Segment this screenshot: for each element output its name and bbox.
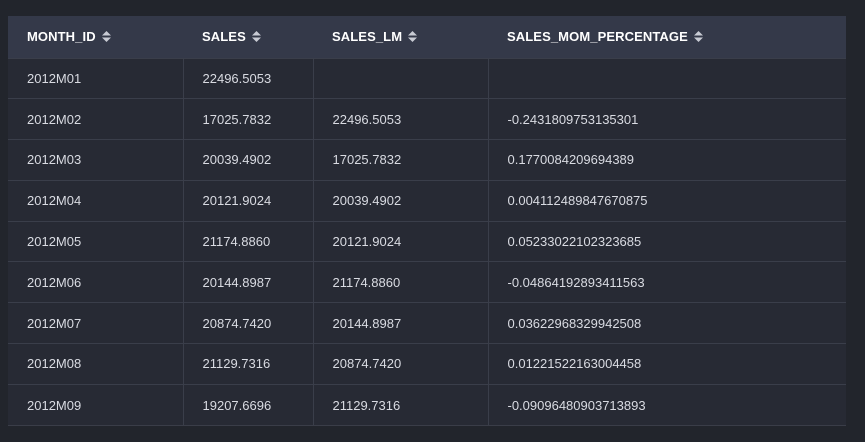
cell-sales-mom-percentage: 0.1770084209694389 [488,139,846,181]
cell-month-id: 2012M03 [8,139,184,181]
cell-sales-lm: 20039.4902 [313,179,489,222]
cell-month-id: 2012M08 [8,343,184,385]
cell-month-id: 2012M05 [8,220,184,262]
cell-month-id: 2012M01 [8,57,184,99]
cell-sales-mom-percentage: 0.03622968329942508 [488,302,846,344]
sort-updown-icon[interactable] [408,31,418,43]
data-table-container: MONTH_ID SALES SALES_LM SALES_MOM_PERCEN… [8,16,846,426]
cell-month-id: 2012M07 [8,302,184,344]
cell-sales-mom-percentage [488,57,846,99]
cell-sales: 20121.9024 [183,179,314,222]
table-row: 2012M01 22496.5053 [8,57,846,99]
cell-sales-lm: 20874.7420 [313,343,489,385]
cell-month-id: 2012M09 [8,383,184,426]
cell-sales-mom-percentage: -0.04864192893411563 [488,261,846,303]
cell-sales: 22496.5053 [183,57,314,99]
table-header-row: MONTH_ID SALES SALES_LM SALES_MOM_PERCEN… [8,16,846,58]
column-header-label: SALES_MOM_PERCENTAGE [507,29,688,45]
column-header-month-id[interactable]: MONTH_ID [8,16,183,58]
cell-sales-mom-percentage: -0.09096480903713893 [488,383,846,426]
cell-sales-lm [313,57,489,99]
cell-sales: 21129.7316 [183,343,314,385]
table-row: 2012M02 17025.7832 22496.5053 -0.2431809… [8,98,846,140]
cell-sales: 20144.8987 [183,261,314,303]
sort-updown-icon[interactable] [693,31,703,43]
data-table: MONTH_ID SALES SALES_LM SALES_MOM_PERCEN… [8,16,846,426]
column-header-sales-lm[interactable]: SALES_LM [313,16,488,58]
column-header-label: SALES [202,29,246,45]
column-header-label: MONTH_ID [27,29,96,45]
sort-updown-icon[interactable] [251,31,261,43]
cell-month-id: 2012M04 [8,179,184,222]
cell-sales-mom-percentage: 0.004112489847670875 [488,179,846,222]
cell-sales: 17025.7832 [183,98,314,140]
cell-sales: 19207.6696 [183,383,314,426]
cell-sales-lm: 20121.9024 [313,220,489,262]
table-row: 2012M05 21174.8860 20121.9024 0.05233022… [8,220,846,262]
cell-sales-lm: 17025.7832 [313,139,489,181]
cell-sales-lm: 21174.8860 [313,261,489,303]
cell-sales-mom-percentage: -0.2431809753135301 [488,98,846,140]
column-header-label: SALES_LM [332,29,403,45]
table-row: 2012M04 20121.9024 20039.4902 0.00411248… [8,179,846,222]
cell-sales-lm: 20144.8987 [313,302,489,344]
column-header-sales-mom-percentage[interactable]: SALES_MOM_PERCENTAGE [488,16,846,58]
cell-sales: 20039.4902 [183,139,314,181]
cell-sales-mom-percentage: 0.05233022102323685 [488,220,846,262]
cell-sales: 21174.8860 [183,220,314,262]
cell-month-id: 2012M02 [8,98,184,140]
cell-sales-mom-percentage: 0.01221522163004458 [488,343,846,385]
table-row: 2012M08 21129.7316 20874.7420 0.01221522… [8,343,846,385]
cell-month-id: 2012M06 [8,261,184,303]
sort-updown-icon[interactable] [101,31,111,43]
cell-sales-lm: 22496.5053 [313,98,489,140]
table-row: 2012M07 20874.7420 20144.8987 0.03622968… [8,302,846,344]
table-row: 2012M06 20144.8987 21174.8860 -0.0486419… [8,261,846,303]
cell-sales-lm: 21129.7316 [313,383,489,426]
column-header-sales[interactable]: SALES [183,16,313,58]
table-row: 2012M09 19207.6696 21129.7316 -0.0909648… [8,383,846,426]
table-row: 2012M03 20039.4902 17025.7832 0.17700842… [8,139,846,181]
cell-sales: 20874.7420 [183,302,314,344]
